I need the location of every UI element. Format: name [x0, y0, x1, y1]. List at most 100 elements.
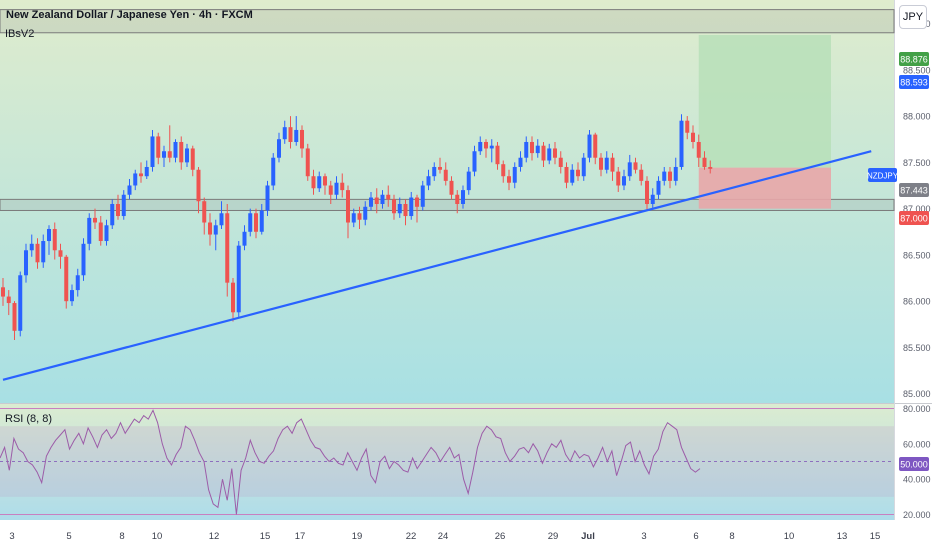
candle — [357, 206, 362, 229]
candle-body — [489, 145, 494, 149]
candle-body — [478, 141, 483, 152]
candle-body — [24, 250, 28, 276]
time-tick: Jul — [581, 531, 595, 542]
rsi-line — [0, 409, 701, 515]
candle — [346, 185, 350, 239]
price-tick: 86.500 — [903, 250, 931, 260]
time-tick: 8 — [119, 531, 124, 542]
price-labels: 88.876 88.593 NZDJPY 87.443 87.000 50.00… — [867, 52, 929, 471]
candle — [47, 225, 51, 255]
time-tick: 19 — [352, 531, 363, 542]
candle-body — [58, 250, 63, 257]
candle — [380, 190, 385, 209]
candle — [110, 199, 115, 229]
candle-body — [116, 204, 120, 217]
candle-body — [380, 194, 385, 204]
candle-body — [70, 290, 74, 302]
candle — [478, 136, 483, 155]
candle-body — [691, 132, 695, 142]
candle-body — [1, 287, 5, 297]
candle-body — [484, 141, 488, 149]
candle-body — [6, 296, 11, 304]
candle — [438, 157, 442, 174]
candle — [133, 169, 138, 191]
candlestick-series — [1, 114, 713, 341]
candle — [576, 162, 580, 181]
candle-body — [236, 245, 241, 313]
candle — [81, 238, 86, 281]
candle-body — [81, 243, 86, 276]
candle — [512, 162, 517, 189]
candle — [599, 153, 603, 177]
candle — [29, 234, 34, 257]
candle — [150, 129, 155, 172]
candle — [328, 180, 333, 204]
time-tick: 8 — [729, 531, 734, 542]
candle — [139, 162, 143, 183]
candle — [455, 190, 460, 214]
time-tick: 15 — [870, 531, 881, 542]
candle-body — [300, 129, 304, 149]
candle-body — [98, 222, 103, 242]
rsi-indicator — [0, 408, 894, 515]
candle-body — [351, 213, 356, 223]
candle — [581, 153, 586, 181]
support-resistance-zones — [0, 9, 895, 211]
candle — [64, 254, 69, 309]
candle-body — [346, 190, 350, 223]
candle-body — [41, 241, 46, 263]
candle-body — [518, 157, 523, 167]
candle — [208, 213, 212, 246]
rsi-title[interactable]: RSI (8, 8) — [5, 413, 53, 425]
time-tick: 6 — [693, 531, 698, 542]
time-tick: 12 — [209, 531, 220, 542]
candle — [610, 153, 615, 181]
candle-body — [524, 141, 529, 158]
candle-body — [512, 166, 517, 183]
candle-body — [708, 166, 713, 169]
candle — [288, 116, 293, 149]
candle-body — [334, 182, 339, 195]
candle — [673, 157, 678, 186]
price-tick: 87.500 — [903, 158, 931, 168]
candle-body — [507, 176, 511, 183]
candle-body — [179, 141, 184, 163]
candle — [570, 164, 575, 186]
current-price-tag: 87.443 — [899, 183, 929, 197]
candle — [426, 169, 431, 191]
candle — [196, 166, 201, 214]
candle-body — [472, 151, 477, 172]
candle-body — [639, 169, 644, 181]
candle-body — [679, 120, 684, 167]
candle-body — [277, 139, 281, 158]
candle — [633, 157, 638, 174]
candle-body — [110, 204, 115, 226]
candle-body — [455, 194, 460, 204]
indicator-label[interactable]: IBsV2 — [5, 28, 35, 40]
candle — [305, 143, 310, 181]
long-position-tool[interactable] — [698, 34, 831, 209]
candle — [334, 176, 339, 200]
candle-body — [673, 166, 678, 181]
time-axis[interactable]: 3 5 8 10 12 15 17 19 22 24 26 29 Jul 3 6 8 10 13 15 — [9, 531, 880, 542]
candle-body — [530, 141, 534, 154]
candle — [254, 208, 258, 239]
candle — [501, 160, 506, 183]
trendline[interactable] — [2, 150, 872, 381]
candle — [650, 188, 655, 209]
candle — [691, 125, 695, 149]
candle-body — [328, 185, 333, 195]
candle — [351, 208, 356, 228]
price-tick: 86.000 — [903, 297, 931, 307]
entry-price-tag: 88.593 — [899, 75, 929, 89]
time-tick: 24 — [438, 531, 449, 542]
stop-price-tag: 87.000 — [899, 211, 929, 225]
currency-button[interactable]: JPY — [899, 5, 927, 29]
candle-body — [340, 182, 345, 191]
candle-body — [282, 127, 287, 140]
rsi-axis[interactable]: 80.000 60.000 40.000 20.000 — [903, 404, 931, 520]
candle-body — [466, 171, 471, 191]
candle-body — [357, 213, 362, 220]
